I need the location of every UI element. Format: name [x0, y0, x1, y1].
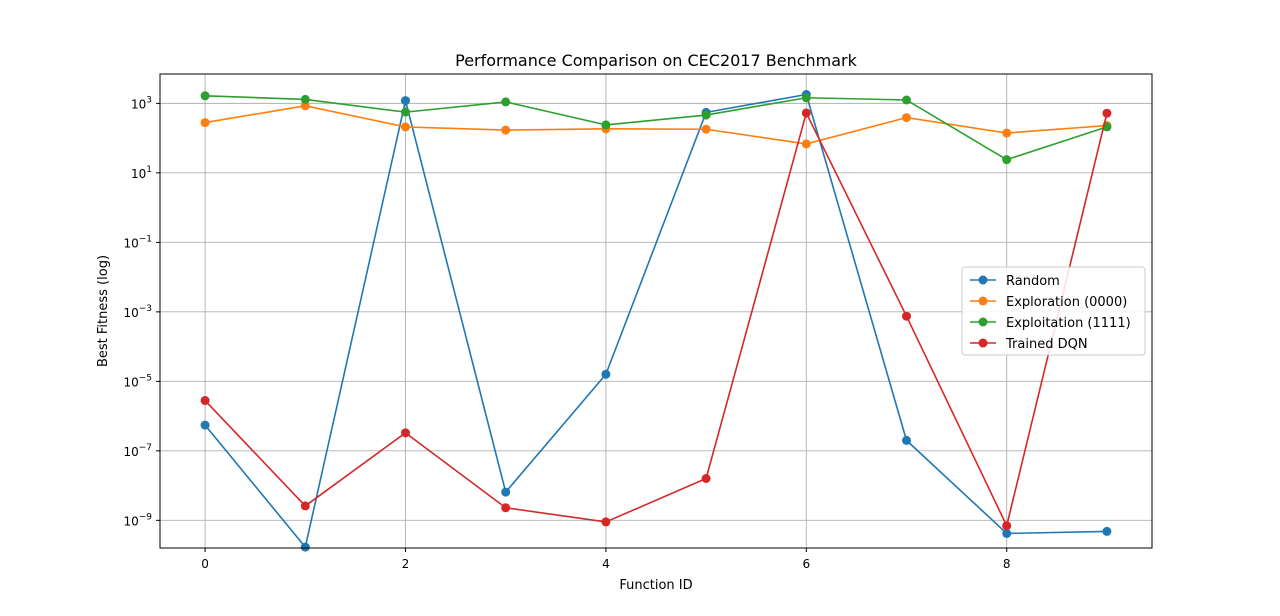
- x-tick-label: 6: [802, 557, 810, 571]
- y-tick-label-exponent: −5: [139, 373, 152, 383]
- y-tick-label-base: 10: [123, 375, 138, 389]
- legend-entry-label: Exploration (0000): [1006, 295, 1127, 310]
- data-point: [200, 118, 210, 128]
- data-point: [1002, 521, 1012, 531]
- x-tick-label: 4: [602, 557, 610, 571]
- y-tick-label: 10−7: [123, 443, 152, 459]
- y-tick-label: 10−3: [123, 304, 152, 320]
- data-point: [300, 501, 310, 511]
- y-tick-label-exponent: −7: [139, 443, 152, 453]
- series-line-1: [204, 105, 1107, 145]
- plot-area-frame: [159, 73, 1153, 549]
- chart-title: Performance Comparison on CEC2017 Benchm…: [455, 51, 858, 70]
- data-point: [200, 91, 210, 101]
- y-tick-label: 101: [131, 165, 152, 181]
- legend-swatch-marker: [978, 275, 988, 285]
- data-point: [1002, 528, 1012, 538]
- data-point: [400, 122, 410, 132]
- data-point: [902, 113, 912, 123]
- legend-swatch-marker: [978, 296, 988, 306]
- series-line-3: [204, 112, 1108, 527]
- data-point: [501, 97, 511, 107]
- legend-entry-label: Trained DQN: [1005, 337, 1088, 352]
- x-tick-label: 0: [201, 557, 209, 571]
- y-tick-label: 10−9: [123, 512, 152, 528]
- legend-entry-label: Exploitation (1111): [1006, 316, 1131, 331]
- data-point: [601, 120, 611, 130]
- legend-swatch-marker: [978, 338, 988, 348]
- data-point: [1002, 155, 1012, 165]
- data-point: [601, 517, 611, 527]
- data-point: [701, 110, 711, 120]
- y-tick-label-base: 10: [123, 514, 138, 528]
- data-point: [1002, 128, 1012, 138]
- data-point: [400, 107, 410, 117]
- x-tick-label: 8: [1003, 557, 1011, 571]
- data-point: [300, 101, 310, 111]
- y-axis-label: Best Fitness (log): [96, 255, 111, 367]
- x-axis-label: Function ID: [619, 578, 692, 593]
- y-tick-label-exponent: 3: [146, 95, 152, 105]
- data-point: [902, 95, 912, 105]
- y-tick-label-exponent: −3: [139, 304, 152, 314]
- data-point: [400, 428, 410, 438]
- data-point: [1102, 526, 1112, 536]
- legend: Random Exploration (0000) Exploitation (11…: [961, 266, 1146, 356]
- data-point: [501, 487, 511, 497]
- x-axis-ticks: 0 2 4 6 8: [201, 548, 1011, 571]
- data-point: [601, 369, 611, 379]
- data-point: [501, 125, 511, 135]
- y-tick-label-base: 10: [123, 236, 138, 250]
- y-tick-label-base: 10: [123, 306, 138, 320]
- data-point: [200, 396, 210, 406]
- data-point: [801, 93, 811, 103]
- y-tick-label-base: 10: [123, 445, 138, 459]
- y-tick-label: 10−5: [123, 373, 152, 389]
- data-point: [501, 503, 511, 513]
- data-point: [400, 96, 410, 106]
- data-point: [300, 94, 310, 104]
- data-point: [701, 124, 711, 134]
- y-tick-label: 103: [131, 95, 152, 111]
- data-point: [801, 139, 811, 149]
- data-point: [701, 474, 711, 484]
- y-tick-label-exponent: 1: [146, 165, 152, 175]
- data-point: [300, 542, 310, 552]
- data-point: [801, 108, 811, 118]
- x-tick-label: 2: [402, 557, 410, 571]
- data-point: [902, 435, 912, 445]
- y-tick-label-base: 10: [131, 97, 146, 111]
- data-point: [1102, 108, 1112, 118]
- legend-entry-label: Random: [1006, 274, 1060, 289]
- y-tick-label-exponent: −1: [139, 234, 152, 244]
- data-point: [902, 311, 912, 321]
- data-point: [200, 420, 210, 430]
- series-lines: [200, 89, 1112, 552]
- legend-box: [961, 266, 1146, 356]
- y-tick-label-base: 10: [131, 167, 146, 181]
- legend-swatch-marker: [978, 317, 988, 327]
- y-tick-label: 10−1: [123, 234, 152, 250]
- y-tick-label-exponent: −9: [139, 512, 153, 522]
- series-line-0: [204, 93, 1107, 548]
- series-line-2: [205, 95, 1108, 161]
